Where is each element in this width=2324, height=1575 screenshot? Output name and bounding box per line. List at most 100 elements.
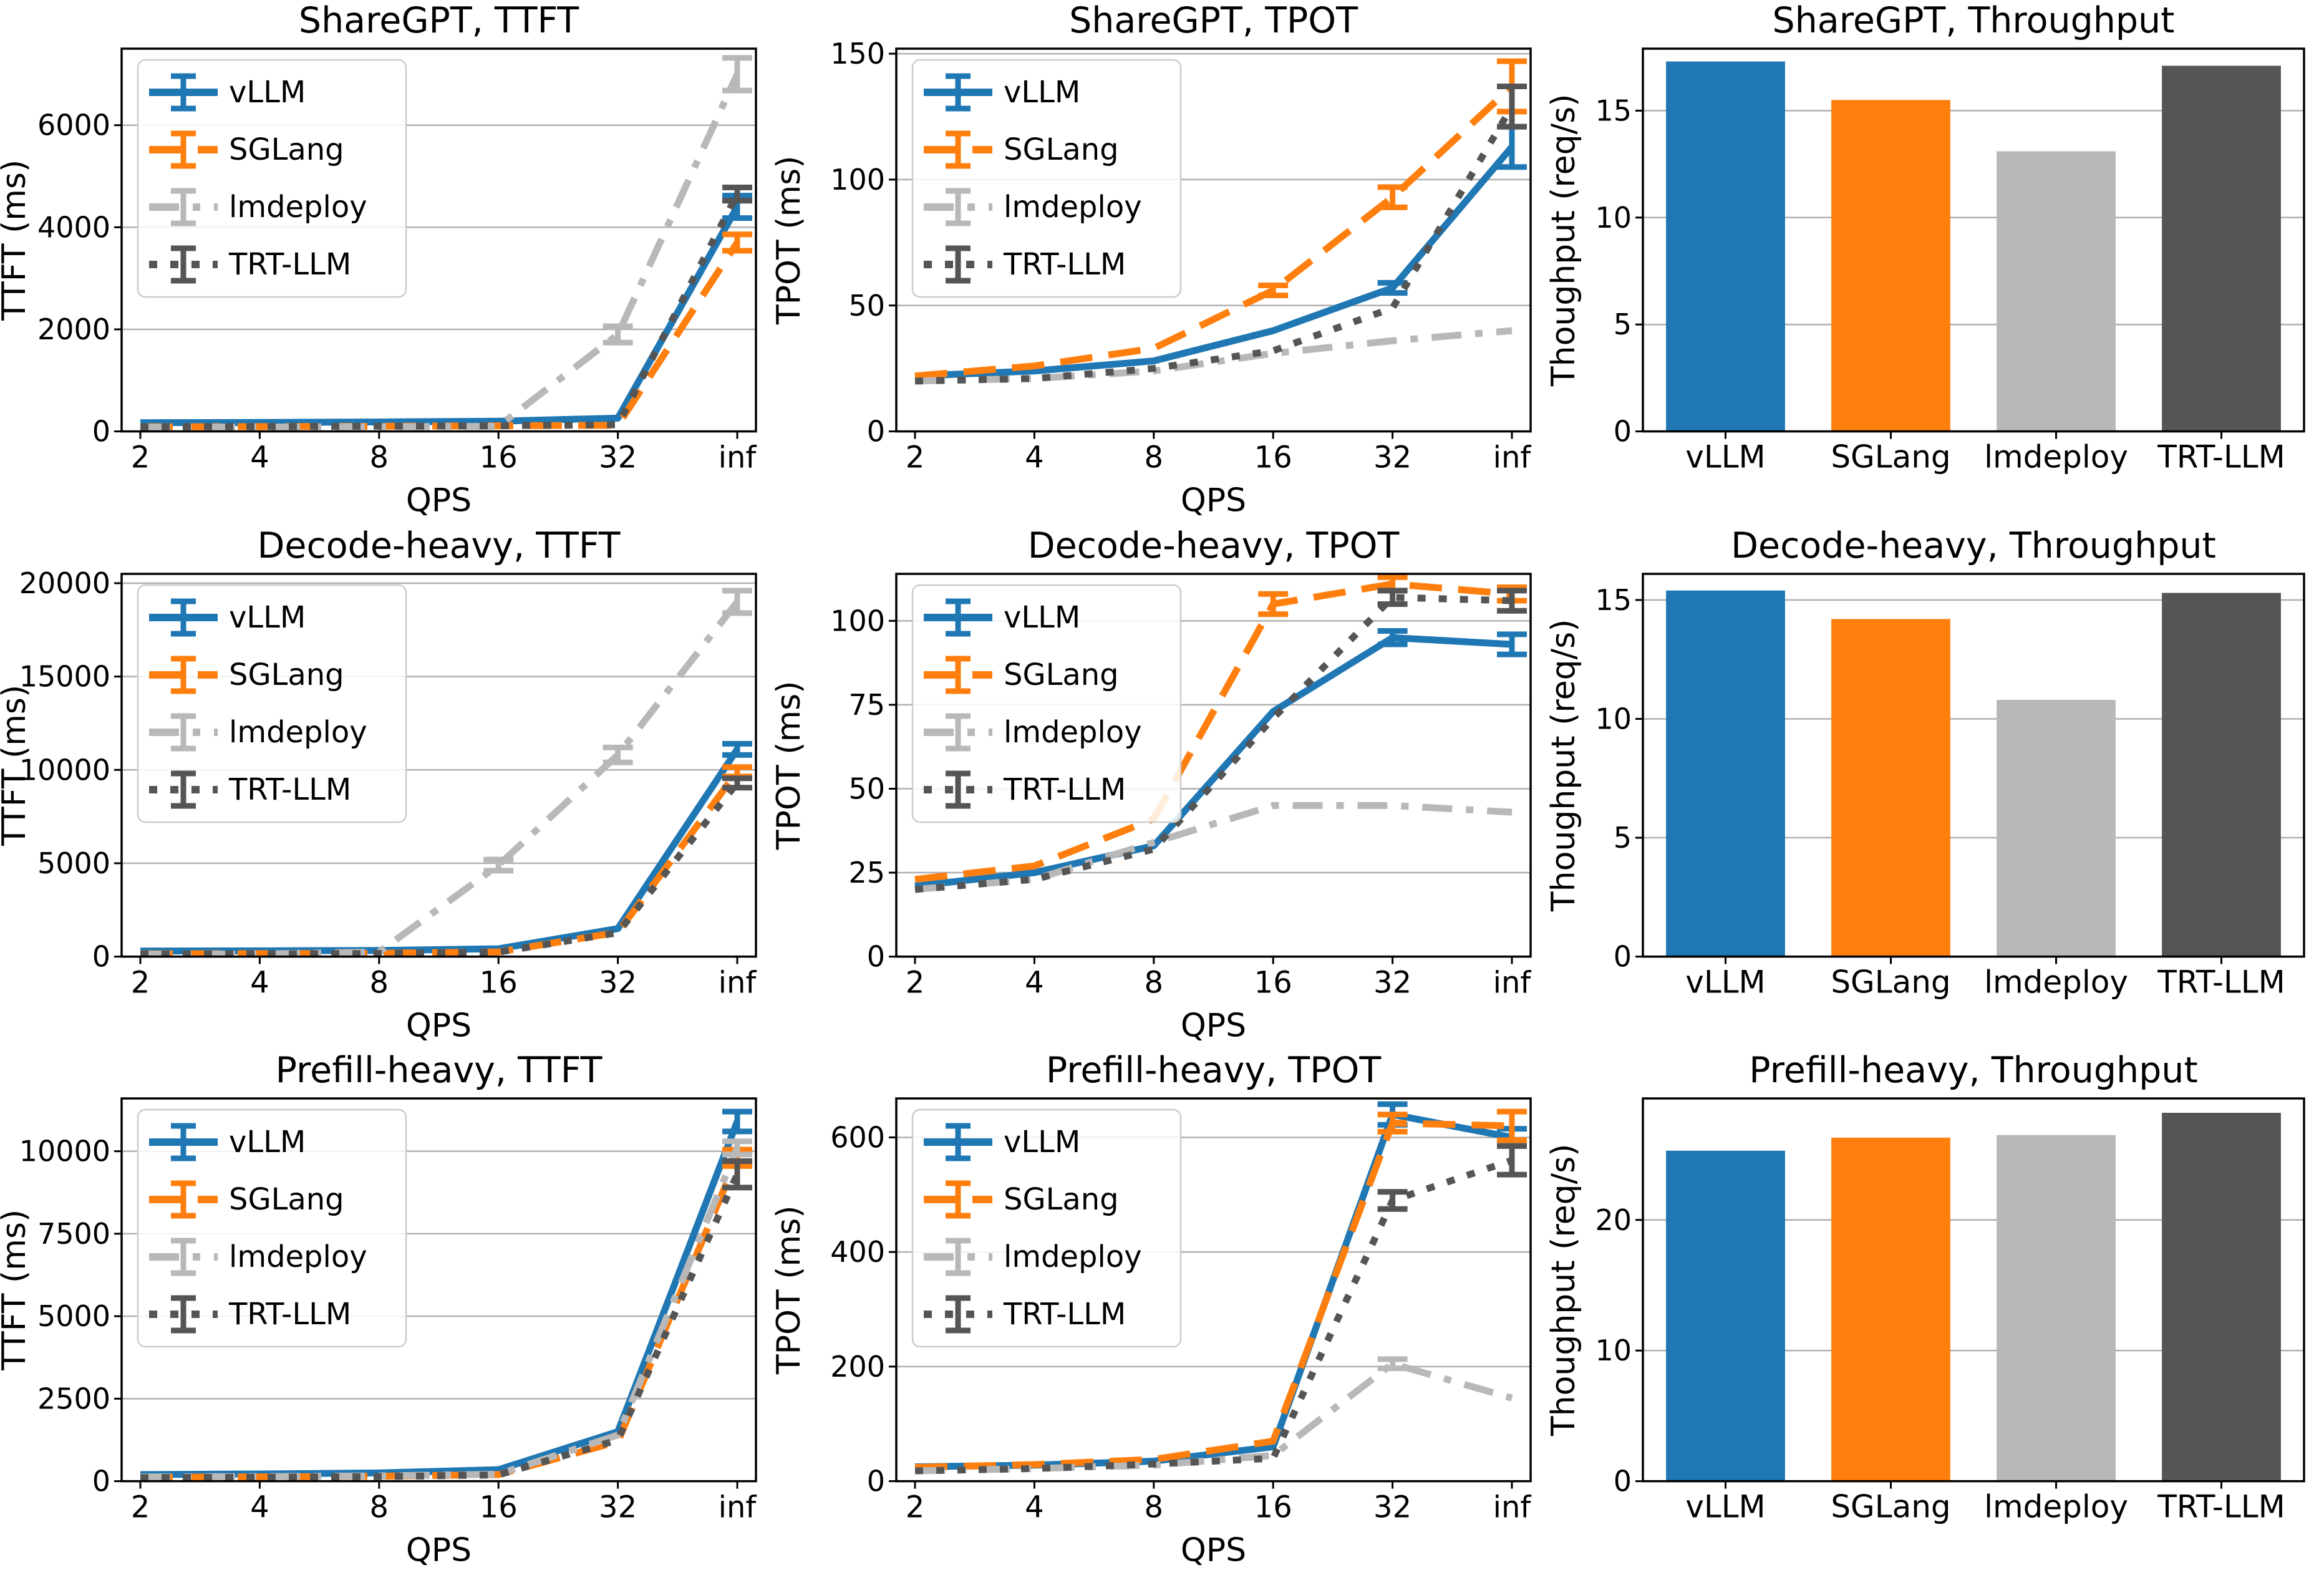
x-tick-label: 2: [131, 965, 150, 1000]
series-line-sglang: [914, 580, 1513, 883]
chart-sharegpt-throughput: 0 5 10 15 Thoughput (req/s) vLLM SGLang lmdeplo…: [1549, 0, 2305, 475]
legend-label-sglang: SGLang: [229, 132, 344, 167]
bar-sglang: [1831, 1138, 1950, 1481]
y-tick-label: 400: [830, 1235, 885, 1269]
y-tick-label: 10000: [19, 1135, 110, 1168]
legend-label-sglang: SGLang: [229, 657, 344, 692]
legend-label-vllm: vLLM: [229, 600, 306, 635]
x-tick-label: 4: [250, 1490, 269, 1525]
y-axis-label: Thoughput (req/s): [1549, 1144, 1582, 1437]
x-tick-label: 32: [1373, 965, 1411, 1000]
legend-label-lmdeploy: lmdeploy: [229, 190, 367, 225]
bar-trt-llm: [2162, 65, 2281, 432]
legend-label-lmdeploy: lmdeploy: [229, 1239, 367, 1274]
y-tick-label: 0: [867, 415, 885, 448]
legend: vLLM SGLang lmdeploy TRT-LLM: [137, 584, 407, 823]
x-tick-label: 2: [131, 1490, 150, 1525]
chart-title: Decode-heavy, Throughput: [1731, 525, 2216, 566]
legend: vLLM SGLang lmdeploy TRT-LLM: [911, 59, 1182, 298]
x-tick-label: 32: [1373, 1490, 1411, 1525]
panel-prefill-heavy-throughput: 0 10 20 Thoughput (req/s) vLLM SGLang lmdeploy…: [1549, 1050, 2324, 1575]
x-tick-label: lmdeploy: [1984, 1489, 2128, 1525]
bar-vllm: [1666, 1150, 1785, 1481]
x-tick-label: 16: [1254, 1490, 1292, 1525]
x-tick-label: vLLM: [1685, 439, 1765, 475]
x-tick-label: 8: [370, 1490, 389, 1525]
x-tick-label: inf: [1493, 440, 1532, 475]
panel-decode-heavy-tpot: 0 25 50 75 100 TPOT (ms) 2 4 8 16 32 inf QPS vLLM SGLa…: [775, 525, 1549, 1050]
x-tick-label: lmdeploy: [1984, 439, 2128, 475]
y-tick-label: 4000: [37, 210, 110, 244]
x-tick-label: 4: [250, 965, 269, 1000]
y-tick-label: 20: [1595, 1203, 1632, 1237]
y-tick-label: 75: [848, 688, 885, 722]
y-axis-label: TTFT (ms): [0, 684, 33, 846]
legend-label-sglang: SGLang: [1004, 1182, 1119, 1217]
y-tick-label: 100: [830, 163, 885, 196]
legend-box: [137, 584, 407, 823]
legend: vLLM SGLang lmdeploy TRT-LLM: [911, 1108, 1182, 1348]
series-line-trt-llm: [914, 105, 1515, 385]
chart-title: ShareGPT, Throughput: [1772, 0, 2174, 41]
y-axis-label: TPOT (ms): [775, 681, 808, 850]
legend-label-lmdeploy: lmdeploy: [1004, 190, 1142, 225]
x-tick-label: vLLM: [1685, 1489, 1765, 1525]
bar-vllm: [1666, 61, 1785, 432]
series-line-lmdeploy: [914, 802, 1513, 893]
series-line-trt-llm: [140, 780, 740, 957]
x-tick-label: 8: [370, 440, 389, 475]
plot-frame: [1642, 47, 2305, 433]
chart-decode-heavy-ttft: 0 5000 10000 15000 20000 TTFT (ms) 2 4 8 16 32 inf Q…: [0, 525, 757, 1044]
y-tick-label: 10000: [19, 753, 110, 787]
y-tick-label: 0: [867, 939, 885, 973]
panel-prefill-heavy-tpot: 0 200 400 600 TPOT (ms) 2 4 8 16 32 inf QPS vLLM SGLa…: [775, 1050, 1549, 1575]
x-tick-label: 16: [1254, 440, 1292, 475]
x-tick-label: 2: [906, 1490, 925, 1525]
legend-label-sglang: SGLang: [229, 1182, 344, 1217]
x-tick-label: 4: [1025, 1490, 1044, 1525]
y-tick-label: 15: [1595, 94, 1632, 127]
y-tick-label: 0: [867, 1465, 885, 1498]
x-tick-label: vLLM: [1685, 964, 1765, 1000]
legend-label-vllm: vLLM: [1004, 75, 1080, 110]
panel-decode-heavy-throughput: 0 5 10 15 Thoughput (req/s) vLLM SGLang lmdeplo…: [1549, 525, 2324, 1050]
y-tick-label: 50: [848, 772, 885, 805]
panel-decode-heavy-ttft: 0 5000 10000 15000 20000 TTFT (ms) 2 4 8 16 32 inf Q…: [0, 525, 775, 1050]
legend-label-vllm: vLLM: [1004, 1125, 1080, 1160]
series-line-vllm: [914, 634, 1513, 889]
x-tick-label: 2: [906, 965, 925, 1000]
chart-title: Prefill-heavy, TTFT: [276, 1050, 603, 1091]
x-tick-label: 2: [131, 440, 150, 475]
y-tick-label: 10: [1595, 201, 1632, 235]
x-tick-label: 32: [599, 965, 637, 1000]
series-line-lmdeploy: [914, 327, 1513, 385]
legend: vLLM SGLang lmdeploy TRT-LLM: [137, 59, 407, 298]
x-axis-label: QPS: [1181, 1007, 1246, 1044]
y-tick-label: 10: [1595, 702, 1632, 735]
series-line-sglang: [914, 84, 1514, 380]
x-tick-label: 16: [1254, 965, 1292, 1000]
legend-box: [137, 1108, 407, 1348]
chart-title: Prefill-heavy, TPOT: [1046, 1050, 1382, 1091]
plot-frame: [120, 47, 757, 433]
y-tick-label: 15000: [19, 659, 110, 693]
x-axis-label: QPS: [406, 482, 472, 520]
chart-prefill-heavy-ttft: 0 2500 5000 7500 10000 TTFT (ms) 2 4 8 16 32 inf QPS…: [0, 1050, 757, 1569]
bar-lmdeploy: [1997, 699, 2116, 957]
x-tick-label: inf: [719, 965, 757, 1000]
y-axis-label: TTFT (ms): [0, 160, 33, 321]
series-line-trt-llm: [140, 192, 740, 430]
y-tick-label: 25: [848, 856, 885, 889]
panel-prefill-heavy-ttft: 0 2500 5000 7500 10000 TTFT (ms) 2 4 8 16 32 inf QPS…: [0, 1050, 775, 1575]
bar-vllm: [1666, 590, 1785, 957]
x-tick-label: 32: [599, 440, 637, 475]
y-tick-label: 2500: [37, 1382, 110, 1416]
panel-sharegpt-ttft: 0 2000 4000 6000 TTFT (ms) 2 4 8 16 32 inf QPS vLLM S…: [0, 0, 775, 525]
legend-label-vllm: vLLM: [1004, 600, 1080, 635]
x-tick-label: inf: [1493, 1490, 1532, 1525]
y-tick-label: 0: [92, 1465, 110, 1498]
x-tick-label: inf: [719, 1490, 757, 1525]
x-tick-label: SGLang: [1831, 964, 1950, 1000]
bar-sglang: [1831, 619, 1950, 957]
